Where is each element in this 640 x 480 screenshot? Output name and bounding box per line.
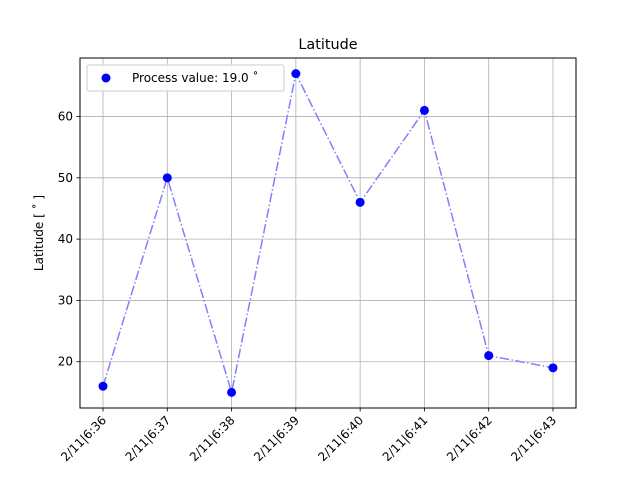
data-point xyxy=(291,69,301,79)
y-tick-label: 20 xyxy=(58,355,73,369)
plot-frame xyxy=(79,57,577,409)
series-line xyxy=(102,71,554,393)
legend-label: Process value: 19.0 ˚ xyxy=(132,70,259,85)
data-point xyxy=(484,351,494,361)
data-point xyxy=(162,173,172,183)
data-point xyxy=(548,363,558,373)
legend-marker xyxy=(101,73,111,83)
y-axis-ticks: 20 30 40 50 60 xyxy=(58,110,80,369)
series-points xyxy=(98,69,558,397)
y-tick-label: 60 xyxy=(58,110,73,124)
data-point xyxy=(419,105,429,115)
data-point xyxy=(227,387,237,397)
data-point xyxy=(98,381,108,391)
legend-box xyxy=(86,64,285,92)
y-tick-label: 50 xyxy=(58,171,73,185)
y-axis-label: Latitude [ ˚ ] xyxy=(31,195,46,271)
y-tick-label: 40 xyxy=(58,232,73,246)
data-point xyxy=(355,197,365,207)
series-line-layer xyxy=(102,71,554,393)
y-tick-label: 30 xyxy=(58,293,73,307)
grid-lines xyxy=(80,58,576,408)
chart-title: Latitude xyxy=(298,37,357,53)
legend: Process value: 19.0 ˚ xyxy=(86,64,285,92)
